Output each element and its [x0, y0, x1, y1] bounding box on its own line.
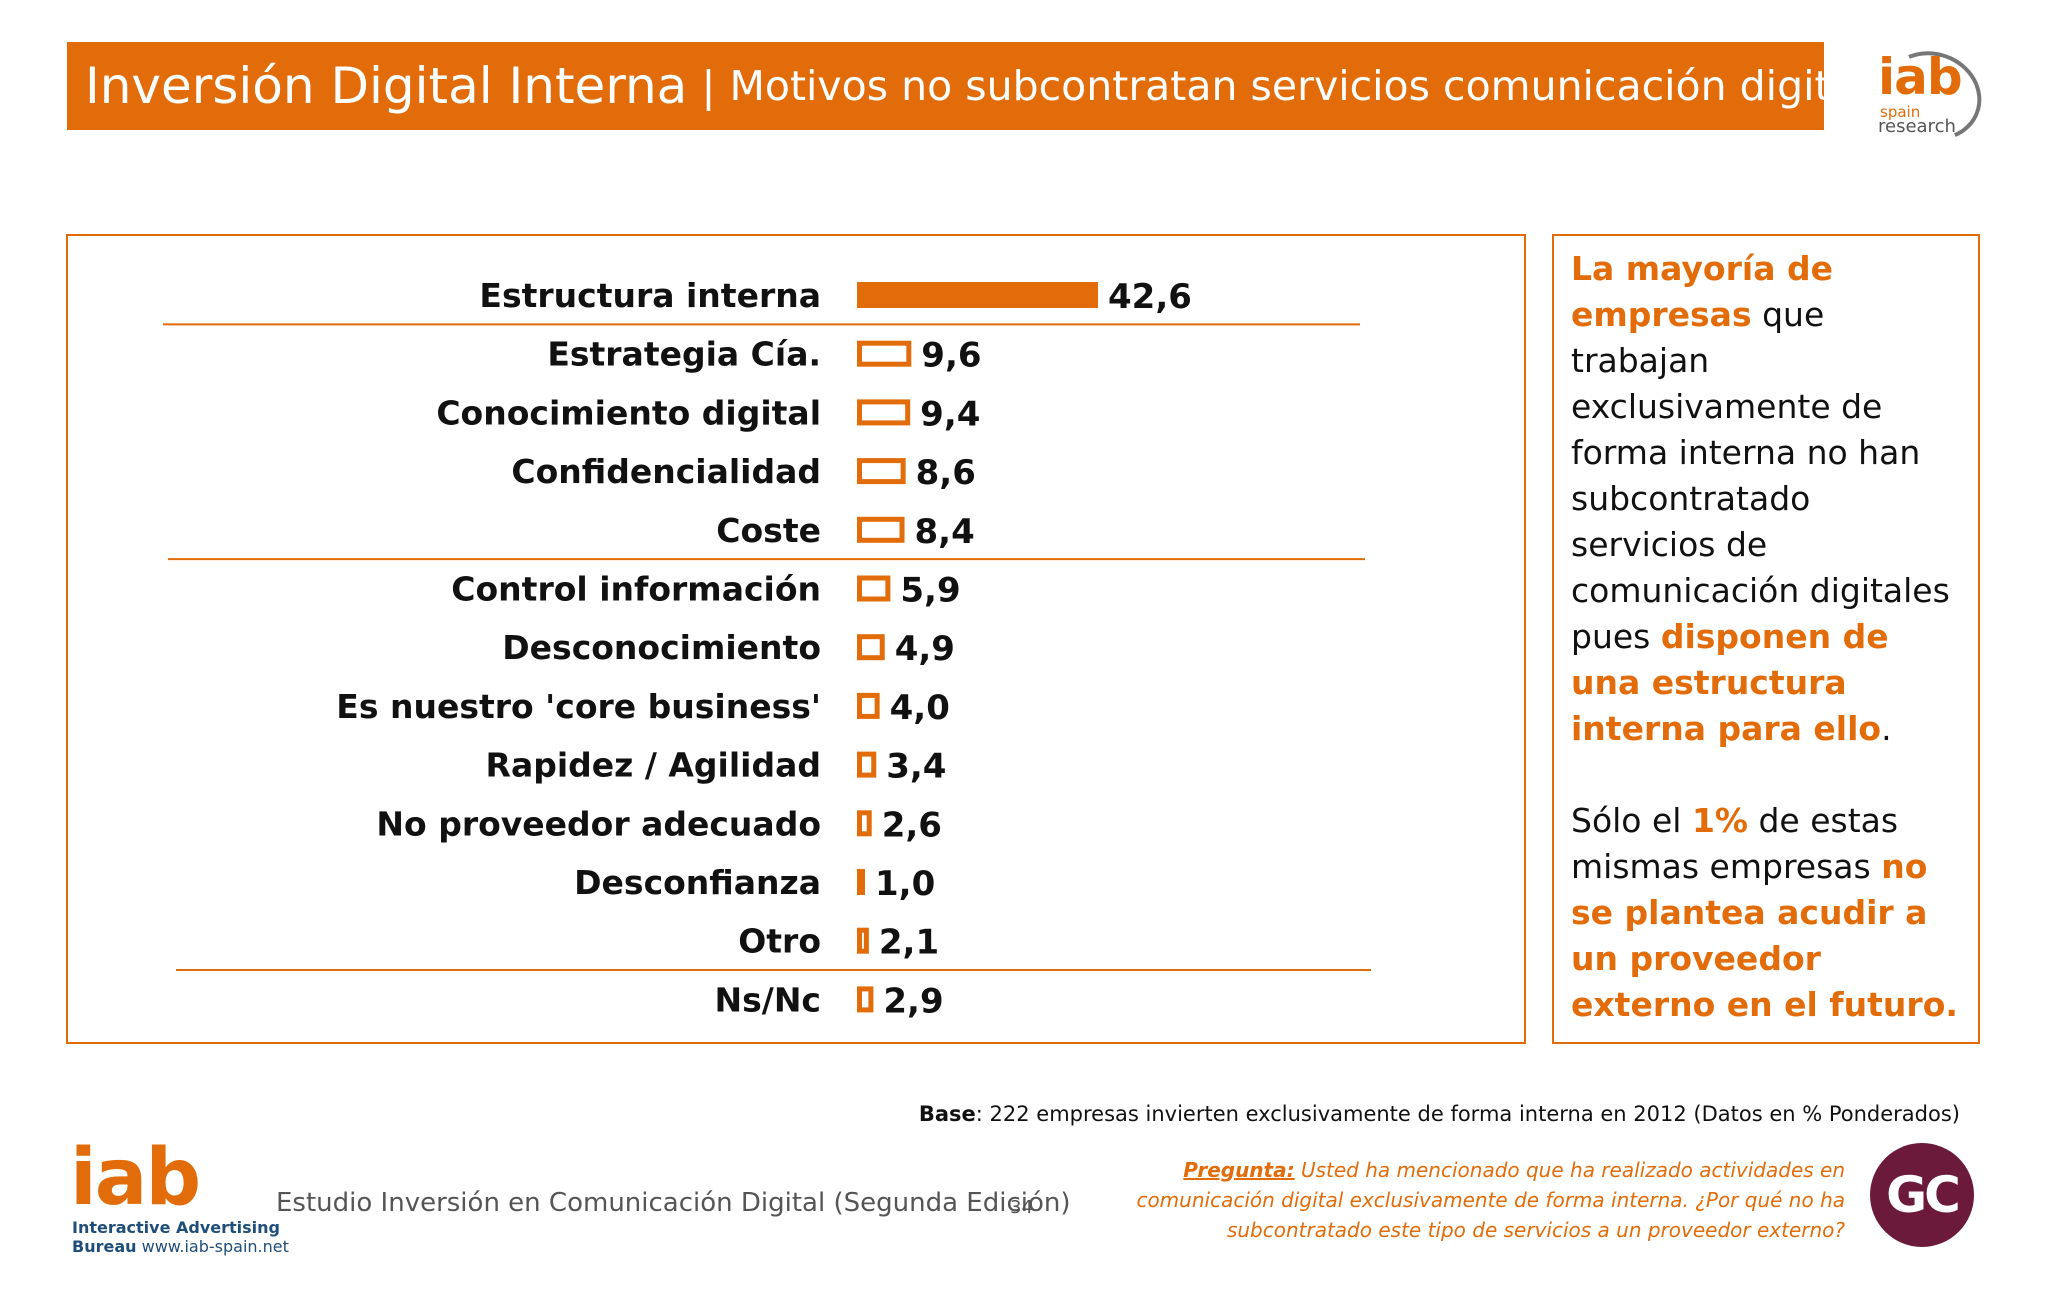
question-note: Pregunta: Usted ha mencionado que ha rea…	[1070, 1155, 1845, 1245]
base-text: : 222 empresas invierten exclusivamente …	[975, 1102, 1960, 1126]
category-label: Confidencialidad	[511, 452, 821, 491]
iab-research-logo: iab spain research	[1869, 37, 1995, 155]
logo-bottom-bureau: Bureau	[72, 1237, 137, 1256]
category-label: Es nuestro 'core business'	[336, 687, 821, 726]
page-subtitle: Motivos no subcontratan servicios comuni…	[729, 62, 1868, 110]
page-title: Inversión Digital Interna	[85, 57, 688, 115]
bar-chart: Estructura interna 42,6 Estrategia Cía. 9,6…	[66, 234, 1526, 1044]
value-label: 4,9	[895, 629, 955, 669]
value-label: 5,9	[900, 571, 960, 611]
side-note-paragraph-2: Sólo el 1% de estas mismas empresas no s…	[1571, 798, 1962, 1028]
bar	[857, 282, 1098, 308]
title-separator: |	[701, 61, 716, 111]
value-label: 4,0	[890, 688, 950, 728]
category-label: Conocimiento digital	[436, 393, 821, 432]
bar	[857, 516, 905, 543]
category-label: Desconocimiento	[502, 628, 821, 667]
title-bar: Inversión Digital Interna | Motivos no s…	[67, 42, 1867, 130]
side-note-p2-segment: de estas mismas empresas	[1571, 801, 1899, 886]
bar	[857, 810, 872, 837]
side-note: La mayoría de empresas que trabajan excl…	[1552, 234, 1980, 1044]
logo-bottom-url: www.iab-spain.net	[136, 1237, 289, 1256]
side-note-paragraph-1: La mayoría de empresas que trabajan excl…	[1571, 246, 1962, 752]
category-label: Estrategia Cía.	[547, 335, 821, 374]
footer-study-title: Estudio Inversión en Comunicación Digita…	[276, 1188, 1071, 1218]
category-label: Coste	[716, 511, 821, 550]
side-note-p2-segment: no se plantea acudir a un proveedor exte…	[1571, 847, 1958, 1024]
bar-chart-svg: Estructura interna 42,6 Estrategia Cía. 9,6…	[163, 276, 1371, 1021]
base-note: Base: 222 empresas invierten exclusivame…	[919, 1102, 1960, 1126]
side-note-p2-segment: 1%	[1691, 801, 1748, 840]
bar	[857, 751, 877, 778]
bar	[857, 340, 912, 367]
gc-badge: GC	[1870, 1143, 1974, 1247]
category-label: Desconfianza	[574, 863, 821, 902]
logo-top-research: research	[1878, 116, 1956, 137]
bar	[857, 575, 891, 602]
value-label: 1,0	[875, 864, 935, 904]
value-label: 8,4	[915, 512, 975, 552]
value-label: 2,1	[879, 923, 939, 963]
bar	[857, 986, 874, 1013]
category-label: Rapidez / Agilidad	[486, 746, 821, 785]
value-label: 3,4	[886, 747, 946, 787]
logo-bottom-line2: Bureau www.iab-spain.net	[72, 1237, 289, 1256]
category-label: Ns/Nc	[715, 980, 822, 1019]
logo-bottom-iab: iab	[70, 1133, 201, 1223]
bar	[857, 399, 911, 426]
bar	[857, 927, 869, 954]
category-label: Control información	[451, 570, 821, 609]
logo-bottom-line1: Interactive Advertising	[72, 1218, 280, 1237]
side-note-p1-segment: que trabajan exclusivamente de forma int…	[1571, 295, 1950, 656]
category-label: Otro	[738, 922, 821, 961]
base-label: Base	[918, 1102, 976, 1126]
category-label: No proveedor adecuado	[376, 804, 821, 843]
value-label: 42,6	[1108, 277, 1192, 317]
logo-top-spain: spain	[1880, 103, 1921, 121]
iab-logo: iab Interactive Advertising Bureau www.i…	[70, 1138, 290, 1258]
bar	[857, 692, 880, 719]
logo-top-iab: iab	[1878, 48, 1963, 106]
bar	[857, 634, 885, 661]
bar	[857, 869, 865, 895]
side-note-p2-segment: Sólo el	[1571, 801, 1692, 840]
side-note-p1-segment: disponen de una estructura interna para …	[1571, 617, 1889, 748]
question-text: Usted ha mencionado que ha realizado act…	[1136, 1158, 1845, 1242]
value-label: 9,6	[921, 336, 981, 376]
side-note-p1-segment: La mayoría de empresas	[1571, 249, 1833, 334]
bar	[857, 458, 906, 485]
page-number: 34	[1010, 1197, 1033, 1218]
question-label: Pregunta:	[1183, 1158, 1295, 1182]
value-label: 2,9	[883, 981, 943, 1021]
category-label: Estructura interna	[479, 276, 821, 315]
value-label: 9,4	[920, 394, 980, 434]
side-note-p1-segment: .	[1881, 709, 1892, 748]
value-label: 2,6	[882, 805, 942, 845]
value-label: 8,6	[916, 453, 976, 493]
